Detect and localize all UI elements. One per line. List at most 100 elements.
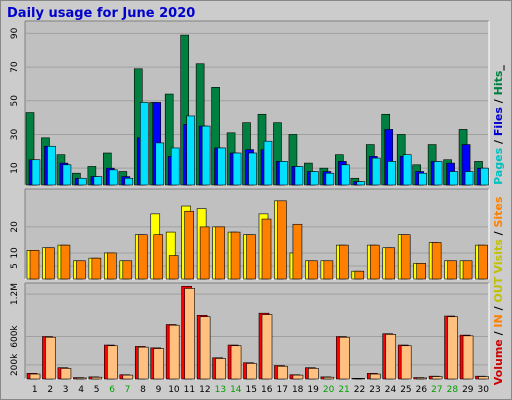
volume-in-bar <box>369 373 381 380</box>
volume-in-bar <box>400 345 412 380</box>
y-tick-label: 5 <box>10 263 20 269</box>
pages-bar <box>325 172 335 186</box>
pages-bar <box>139 102 149 186</box>
sites-bar <box>45 247 55 280</box>
legend-part: Files <box>492 107 505 137</box>
legend-part: Pages <box>492 147 505 185</box>
x-tick-label: 23 <box>369 385 380 395</box>
plot-area-1 <box>25 21 489 185</box>
pages-bar <box>356 181 366 186</box>
volume-in-bar <box>230 345 242 380</box>
x-tick-label: 1 <box>32 385 38 395</box>
volume-in-bar <box>323 376 335 380</box>
x-tick-label: 15 <box>246 385 257 395</box>
legend-part: _ <box>492 65 505 71</box>
legend-part: IN <box>492 314 505 327</box>
pages-bar <box>155 142 165 186</box>
sites-bar <box>215 226 225 280</box>
sites-bar <box>431 242 442 280</box>
pages-bar <box>310 171 319 186</box>
volume-in-bar <box>462 335 474 380</box>
y-tick-label: 200k <box>10 353 20 376</box>
plot-area-2 <box>25 189 489 279</box>
pages-bar <box>449 171 458 186</box>
sites-bar <box>292 223 303 280</box>
x-tick-label: 29 <box>462 385 474 395</box>
volume-in-bar <box>137 346 149 380</box>
volume-in-bar <box>416 377 427 380</box>
volume-in-bar <box>91 376 103 380</box>
pages-bar <box>201 125 211 186</box>
volume-in-bar <box>107 345 118 380</box>
volume-in-bar <box>45 336 56 380</box>
x-tick-label: 18 <box>292 385 304 395</box>
x-tick-label: 25 <box>400 385 411 395</box>
pages-bar <box>170 147 180 186</box>
pages-bar <box>464 171 474 186</box>
sites-bar <box>261 218 272 280</box>
pages-bar <box>109 169 118 186</box>
sites-bar <box>230 231 241 280</box>
pages-bar <box>217 147 226 186</box>
legend-part: Sites <box>492 196 505 227</box>
sites-bar <box>153 234 164 280</box>
sites-bar <box>199 226 210 280</box>
sites-bar <box>277 200 287 280</box>
x-tick-label: 28 <box>447 385 459 395</box>
y-tick-label: 10 <box>10 247 20 259</box>
pages-bar <box>31 159 41 186</box>
volume-in-bar <box>199 316 211 380</box>
x-tick-label: 20 <box>323 385 335 395</box>
sites-bar <box>447 260 457 280</box>
x-tick-label: 12 <box>199 385 210 395</box>
volume-in-bar <box>60 368 72 380</box>
legend-part: / <box>492 136 505 148</box>
legend-part: Volume <box>492 339 505 385</box>
legend-part: OUT <box>492 276 505 302</box>
pages-bar <box>47 145 56 186</box>
y-tick-label: 70 <box>10 61 20 73</box>
legend-part: / <box>492 303 505 315</box>
y-tick-label: 20 <box>10 221 20 233</box>
x-tick-label: 14 <box>230 385 242 395</box>
x-tick-label: 10 <box>168 385 180 395</box>
legend-visits-sites: Visits / Sites <box>492 196 505 273</box>
x-tick-label: 24 <box>385 385 397 395</box>
pages-bar <box>186 115 195 186</box>
x-tick-label: 13 <box>215 385 226 395</box>
plot-area-3 <box>25 283 489 379</box>
pages-bar <box>263 140 273 186</box>
volume-in-bar <box>277 365 288 380</box>
sites-bar <box>478 244 488 280</box>
sites-bar <box>416 263 426 280</box>
volume-in-bar <box>215 358 226 380</box>
pages-bar <box>341 164 350 186</box>
x-tick-label: 11 <box>184 385 195 395</box>
sites-bar <box>400 234 411 280</box>
x-tick-label: 17 <box>276 385 287 395</box>
sites-bar <box>60 244 71 280</box>
y-tick-label: 90 <box>10 27 20 39</box>
x-tick-label: 3 <box>63 385 69 395</box>
x-tick-label: 7 <box>125 385 131 395</box>
x-tick-label: 5 <box>94 385 100 395</box>
pages-bar <box>248 152 257 186</box>
x-tick-label: 26 <box>416 385 428 395</box>
sites-bar <box>107 252 117 280</box>
sites-bar <box>168 255 179 280</box>
x-tick-label: 2 <box>47 385 53 395</box>
pages-bar <box>124 177 134 186</box>
x-tick-label: 16 <box>261 385 273 395</box>
x-tick-label: 30 <box>478 385 490 395</box>
x-tick-label: 8 <box>140 385 146 395</box>
volume-in-bar <box>122 374 134 380</box>
pages-bar <box>480 167 489 186</box>
sites-bar <box>122 260 133 280</box>
sites-bar <box>76 260 86 280</box>
sites-bar <box>246 234 256 280</box>
x-tick-label: 22 <box>354 385 365 395</box>
x-tick-label: 21 <box>338 385 349 395</box>
sites-bar <box>184 210 194 280</box>
